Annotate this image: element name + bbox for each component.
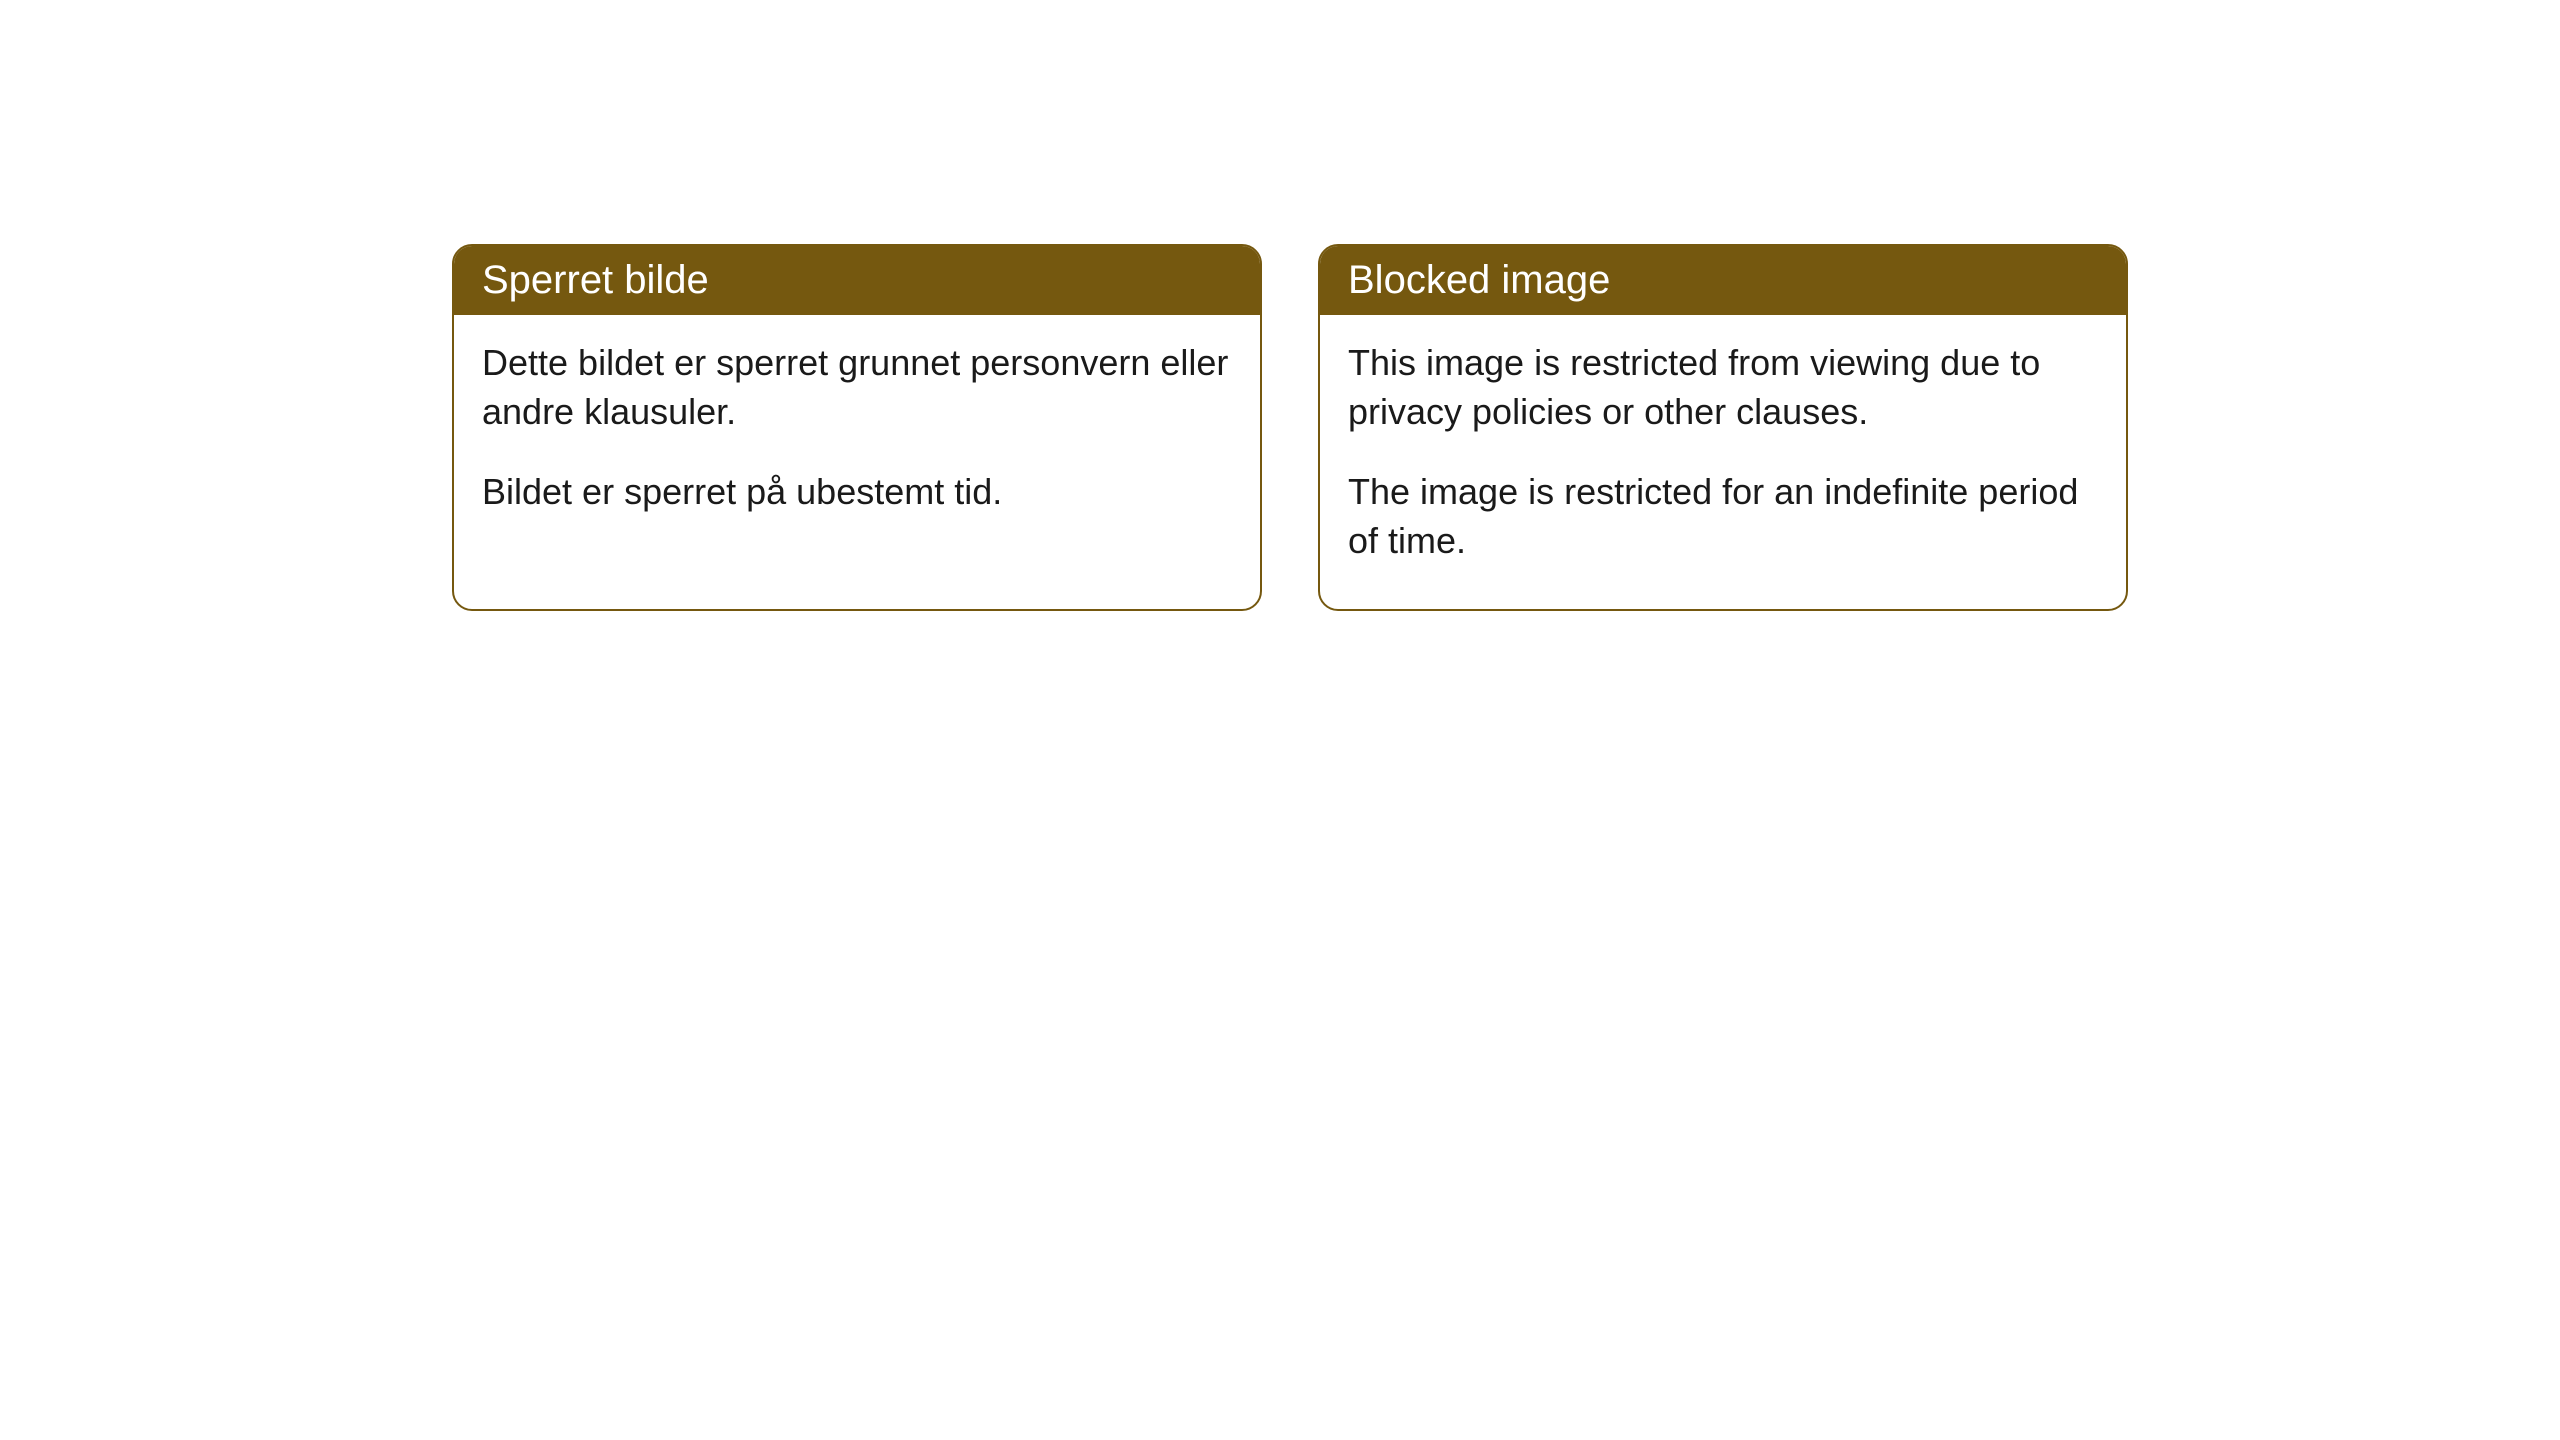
card-paragraph-2: The image is restricted for an indefinit… [1348,468,2098,565]
blocked-image-card-norwegian: Sperret bilde Dette bildet er sperret gr… [452,244,1262,611]
card-body: This image is restricted from viewing du… [1320,315,2126,609]
card-header: Sperret bilde [454,246,1260,315]
card-title: Sperret bilde [482,258,709,302]
cards-container: Sperret bilde Dette bildet er sperret gr… [0,0,2560,611]
card-paragraph-1: Dette bildet er sperret grunnet personve… [482,339,1232,436]
card-paragraph-2: Bildet er sperret på ubestemt tid. [482,468,1232,517]
card-title: Blocked image [1348,258,1610,302]
blocked-image-card-english: Blocked image This image is restricted f… [1318,244,2128,611]
card-body: Dette bildet er sperret grunnet personve… [454,315,1260,561]
card-paragraph-1: This image is restricted from viewing du… [1348,339,2098,436]
card-header: Blocked image [1320,246,2126,315]
